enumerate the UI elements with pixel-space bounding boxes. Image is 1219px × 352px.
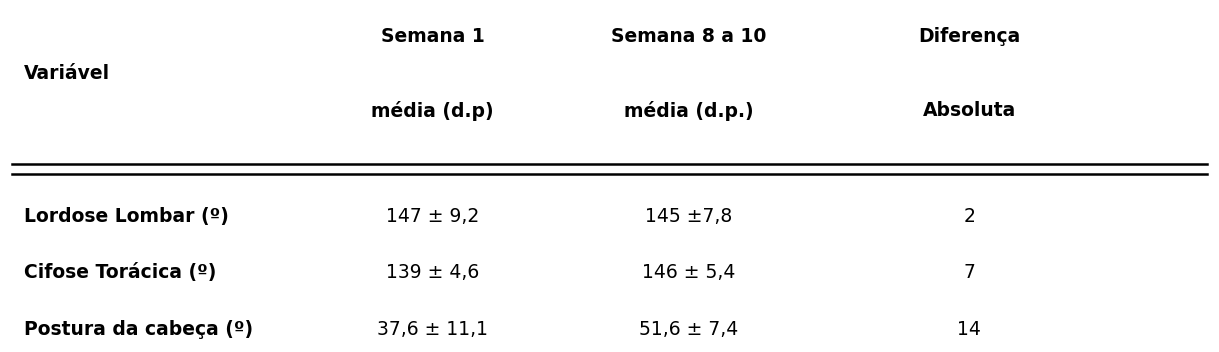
Text: 7: 7	[963, 263, 975, 282]
Text: 147 ± 9,2: 147 ± 9,2	[386, 207, 479, 226]
Text: Lordose Lombar (º): Lordose Lombar (º)	[24, 207, 229, 226]
Text: Variável: Variável	[24, 64, 111, 83]
Text: 51,6 ± 7,4: 51,6 ± 7,4	[639, 320, 739, 339]
Text: Diferença: Diferença	[918, 27, 1020, 46]
Text: 2: 2	[963, 207, 975, 226]
Text: 37,6 ± 11,1: 37,6 ± 11,1	[377, 320, 489, 339]
Text: Cifose Torácica (º): Cifose Torácica (º)	[24, 263, 217, 282]
Text: 139 ± 4,6: 139 ± 4,6	[386, 263, 479, 282]
Text: média (d.p): média (d.p)	[372, 101, 494, 121]
Text: média (d.p.): média (d.p.)	[624, 101, 753, 121]
Text: 14: 14	[957, 320, 981, 339]
Text: Postura da cabeça (º): Postura da cabeça (º)	[24, 320, 254, 339]
Text: Semana 8 a 10: Semana 8 a 10	[611, 27, 767, 46]
Text: Absoluta: Absoluta	[923, 101, 1015, 120]
Text: 146 ± 5,4: 146 ± 5,4	[642, 263, 735, 282]
Text: Semana 1: Semana 1	[380, 27, 485, 46]
Text: 145 ±7,8: 145 ±7,8	[645, 207, 733, 226]
